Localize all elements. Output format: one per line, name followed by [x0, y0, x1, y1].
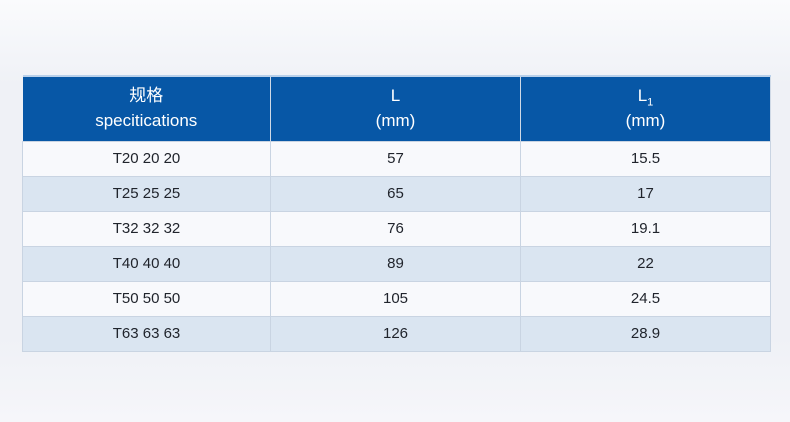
table-row: T40 40 40 89 22: [22, 245, 771, 282]
cell-l: 65: [270, 175, 521, 212]
cell-l1: 19.1: [520, 210, 771, 247]
table-row: T50 50 50 105 24.5: [22, 280, 771, 317]
cell-spec: T25 25 25: [22, 175, 271, 212]
cell-spec: T32 32 32: [22, 210, 271, 247]
specifications-table: 规格 specitications L (mm) L1 (mm) T20 20 …: [22, 75, 771, 352]
table-row: T63 63 63 126 28.9: [22, 315, 771, 352]
header-l1-line2: (mm): [625, 110, 666, 130]
header-spec-line2: specitications: [95, 110, 198, 130]
cell-l1: 28.9: [520, 315, 771, 352]
cell-l: 76: [270, 210, 521, 247]
header-cell-l1: L1 (mm): [520, 75, 771, 142]
header-l1-subscript: 1: [647, 96, 654, 109]
table-body: T20 20 20 57 15.5 T25 25 25 65 17 T32 32…: [22, 140, 771, 352]
cell-l: 126: [270, 315, 521, 352]
specifications-table-container: 规格 specitications L (mm) L1 (mm) T20 20 …: [22, 75, 771, 352]
cell-spec: T40 40 40: [22, 245, 271, 282]
cell-l: 105: [270, 280, 521, 317]
table-row: T20 20 20 57 15.5: [22, 140, 771, 177]
cell-l1: 24.5: [520, 280, 771, 317]
header-l1-symbol: L: [637, 86, 648, 106]
cell-l1: 15.5: [520, 140, 771, 177]
cell-spec: T20 20 20: [22, 140, 271, 177]
table-header-row: 规格 specitications L (mm) L1 (mm): [22, 75, 771, 142]
cell-spec: T63 63 63: [22, 315, 271, 352]
header-spec-line1: 规格: [129, 86, 164, 106]
header-l-line2: (mm): [375, 110, 416, 130]
cell-l: 89: [270, 245, 521, 282]
table-row: T32 32 32 76 19.1: [22, 210, 771, 247]
cell-l1: 17: [520, 175, 771, 212]
header-l1-line1: L1: [521, 84, 770, 109]
header-cell-l: L (mm): [270, 75, 521, 142]
cell-spec: T50 50 50: [22, 280, 271, 317]
table-header: 规格 specitications L (mm) L1 (mm): [22, 75, 771, 142]
header-l-line1: L: [390, 86, 401, 106]
cell-l1: 22: [520, 245, 771, 282]
header-cell-spec: 规格 specitications: [22, 75, 271, 142]
table-row: T25 25 25 65 17: [22, 175, 771, 212]
cell-l: 57: [270, 140, 521, 177]
